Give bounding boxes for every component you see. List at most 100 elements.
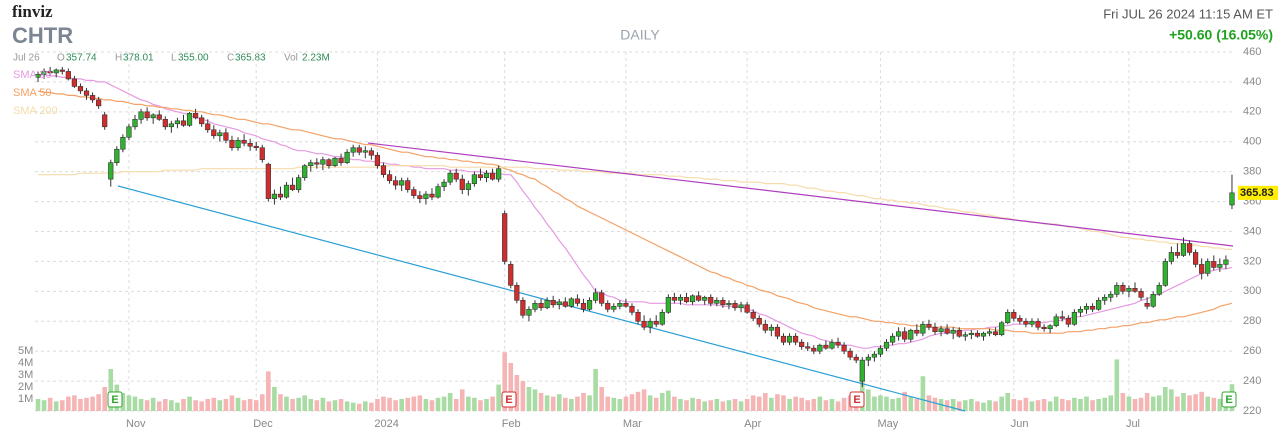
volume-bar — [84, 397, 89, 411]
candle-body — [150, 114, 156, 119]
volume-bar — [472, 397, 477, 411]
candle-body — [993, 331, 999, 336]
earnings-label: E — [111, 394, 118, 406]
volume-bar — [902, 391, 907, 411]
volume-bar — [635, 391, 641, 411]
volume-bar — [132, 396, 138, 411]
x-tick-label: May — [877, 418, 898, 430]
candle-body — [308, 162, 314, 166]
candle-body — [1108, 294, 1114, 298]
volume-bar — [1084, 396, 1089, 411]
volume-bar — [829, 399, 835, 411]
volume-bar — [423, 399, 429, 411]
candle-body — [817, 344, 823, 352]
volume-bar — [466, 396, 471, 411]
volume-bar — [163, 399, 168, 411]
candle-body — [502, 213, 508, 262]
candle-body — [883, 341, 890, 349]
candle-body — [744, 304, 750, 313]
candle-body — [593, 292, 599, 301]
volume-bar — [41, 400, 47, 411]
candle-body — [908, 329, 914, 340]
volume-bar — [138, 399, 144, 411]
candle-body — [508, 264, 514, 286]
candle-body — [1120, 285, 1126, 292]
candle-body — [811, 347, 817, 352]
candle-body — [520, 300, 526, 316]
volume-bar — [272, 387, 277, 411]
volume-bar — [1011, 399, 1017, 411]
candle-body — [229, 139, 235, 149]
candle-body — [283, 184, 290, 198]
volume-bar — [926, 395, 932, 411]
quote-row: Jul 26 O 357.74 H 378.01 L 355.00 C 365.… — [13, 53, 330, 64]
candle-body — [605, 302, 611, 310]
volume-bar — [981, 402, 986, 411]
price-change: +50.60 (16.05%) — [1169, 27, 1273, 43]
candle-body — [829, 341, 835, 349]
candle-body — [702, 297, 708, 301]
candle-body — [974, 332, 981, 337]
earnings-box — [1221, 391, 1237, 408]
candle-body — [1102, 297, 1108, 301]
candle-body — [665, 297, 671, 313]
candle-body — [344, 151, 350, 163]
volume-bar — [738, 401, 744, 411]
volume-bar — [1217, 399, 1223, 411]
candle-body — [853, 356, 859, 361]
volume-bar — [678, 399, 683, 411]
candle-body — [362, 150, 368, 153]
volume-bar — [914, 399, 920, 411]
volume-bar — [550, 396, 556, 411]
volume-bar — [690, 397, 695, 411]
candle-body — [1162, 261, 1168, 286]
candle-body — [350, 147, 356, 153]
y-tick-label: 460 — [1243, 46, 1261, 58]
volume-bar — [1047, 401, 1053, 411]
candle-body — [162, 119, 168, 128]
volume-bar — [569, 399, 574, 411]
quote-value: 355.00 — [178, 53, 209, 64]
candle-body — [732, 302, 738, 309]
candle-body — [629, 305, 635, 313]
volume-bar — [211, 397, 217, 411]
candle-body — [599, 292, 605, 304]
candle-body — [1089, 305, 1096, 310]
quote-value: 365.83 — [235, 53, 266, 64]
x-tick-label: Feb — [502, 418, 521, 430]
candle-body — [374, 154, 381, 166]
candle-body — [1029, 320, 1035, 325]
candle-body — [1023, 320, 1029, 325]
volume-bar — [1108, 395, 1114, 411]
ticker: CHTR — [12, 23, 73, 48]
candle-body — [756, 317, 762, 325]
candle-body — [380, 165, 387, 175]
volume-bar — [720, 401, 726, 411]
candle-body — [938, 328, 944, 333]
volume-bar — [266, 371, 271, 411]
volume-bar — [459, 389, 465, 411]
volume-bar — [253, 400, 259, 411]
sma-line — [38, 165, 1232, 250]
candle-body — [641, 320, 647, 328]
volume-bar — [793, 396, 798, 411]
volume-bar — [241, 400, 247, 411]
volume-bar — [199, 401, 204, 411]
volume-bar — [411, 396, 417, 411]
candle-body — [696, 295, 702, 301]
volume-bar — [726, 400, 732, 411]
volume-bar — [326, 401, 332, 411]
volume-tick-label: 4M — [18, 357, 33, 369]
candle-body — [586, 300, 593, 310]
candle-body — [435, 186, 441, 198]
volume-bar — [769, 397, 774, 411]
candle-body — [429, 193, 435, 198]
volume-bar — [835, 401, 841, 411]
quote-value: 2.23M — [302, 53, 330, 64]
candle-body — [114, 148, 120, 163]
volume-bar — [290, 399, 295, 411]
y-tick-label: 400 — [1243, 136, 1261, 148]
candle-body — [302, 165, 308, 178]
candle-body — [96, 99, 102, 107]
